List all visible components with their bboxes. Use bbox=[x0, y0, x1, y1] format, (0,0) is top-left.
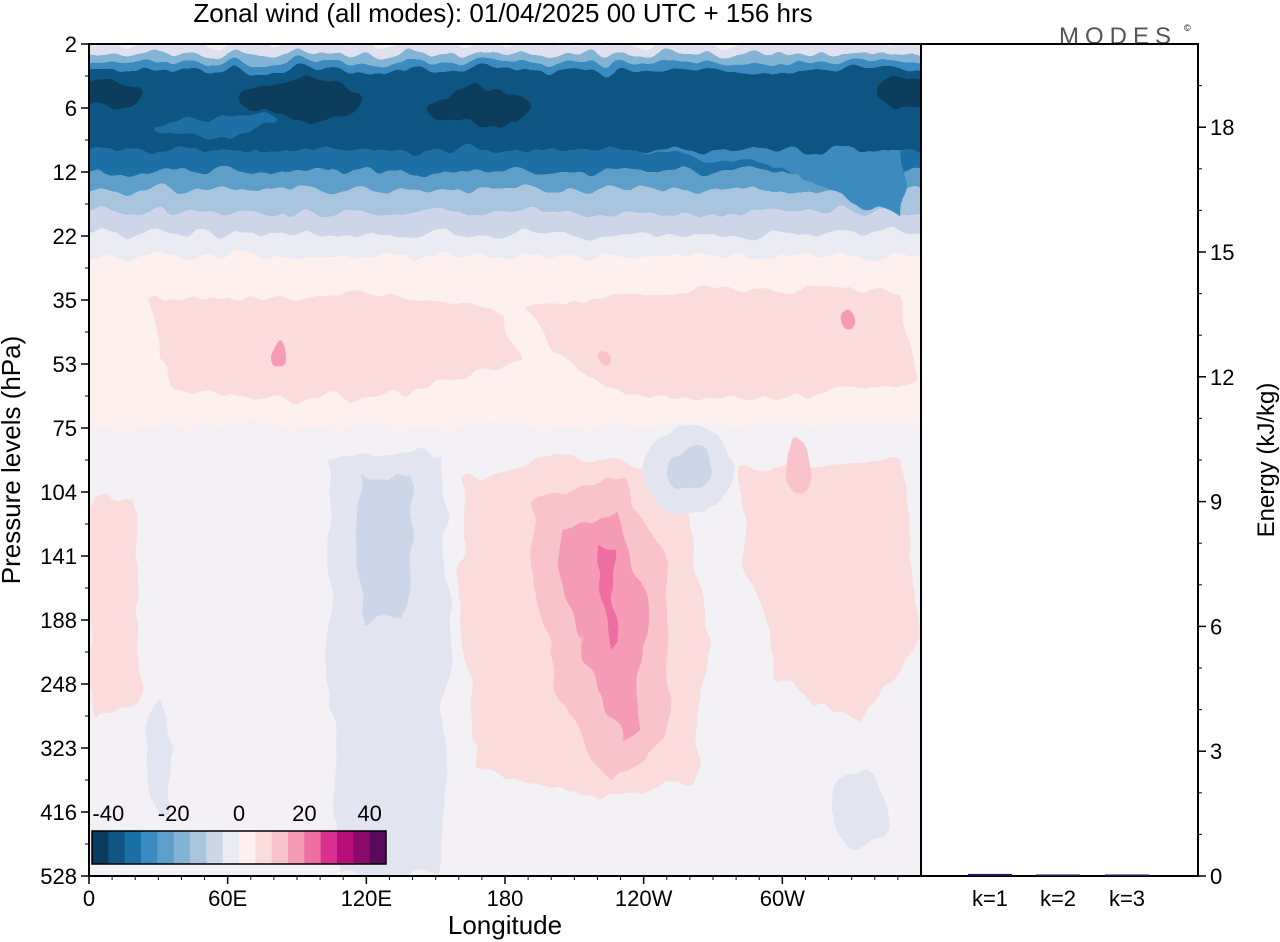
contour-band bbox=[740, 460, 920, 720]
contour-band bbox=[89, 54, 921, 64]
colorbar-swatch bbox=[239, 831, 256, 864]
colorbar-tick-label: 0 bbox=[233, 801, 245, 826]
colorbar: -40 -20 0 20 40 bbox=[91, 801, 387, 865]
contour-core bbox=[240, 80, 360, 120]
colorbar-swatch bbox=[124, 831, 142, 864]
x-tick-label: 120W bbox=[615, 886, 673, 911]
energy-bar bbox=[1105, 874, 1149, 876]
energy-category-label: k=2 bbox=[1040, 886, 1076, 911]
contour-band bbox=[89, 172, 921, 190]
contour-band bbox=[89, 62, 921, 72]
colorbar-frame bbox=[91, 830, 387, 865]
contour-band bbox=[598, 545, 618, 650]
energy-panel-frame bbox=[920, 43, 1199, 877]
colorbar-swatch bbox=[304, 831, 322, 864]
colorbar-swatch bbox=[369, 831, 387, 864]
contour-band bbox=[355, 475, 410, 625]
y-axis: 2 6 12 22 35 53 75 104 141 188 248 323 416 528 bbox=[40, 32, 89, 889]
energy-axis-label: Energy (kJ/kg) bbox=[1253, 383, 1280, 538]
colorbar-swatch bbox=[320, 831, 338, 864]
contour-core bbox=[270, 343, 286, 367]
colorbar-tick-label: -40 bbox=[92, 801, 124, 826]
colorbar-swatch bbox=[190, 831, 207, 864]
contour-core bbox=[839, 310, 851, 326]
energy-bar bbox=[968, 873, 1012, 876]
chart-title: Zonal wind (all modes): 01/04/2025 00 UT… bbox=[193, 0, 812, 28]
energy-bar bbox=[1036, 874, 1080, 876]
energy-tick-label: 6 bbox=[1210, 614, 1222, 639]
x-axis: 0 60E 120E 180 120W 60W bbox=[83, 876, 899, 911]
colorbar-swatch bbox=[206, 831, 224, 864]
y-tick-label: 6 bbox=[65, 96, 77, 121]
energy-tick-label: 18 bbox=[1210, 115, 1234, 140]
contour-core bbox=[430, 90, 530, 126]
energy-bars: k=1 k=2 k=3 bbox=[968, 873, 1149, 911]
colorbar-swatch bbox=[337, 831, 354, 864]
y-tick-label: 2 bbox=[65, 32, 77, 57]
contour-band bbox=[560, 510, 645, 745]
energy-category-label: k=3 bbox=[1109, 886, 1145, 911]
colorbar-swatch bbox=[157, 831, 175, 864]
energy-tick-label: 12 bbox=[1210, 365, 1234, 390]
contour-band bbox=[90, 500, 140, 720]
contour-core bbox=[835, 770, 885, 850]
energy-tick-label: 15 bbox=[1210, 240, 1234, 265]
contour-core bbox=[155, 115, 275, 135]
energy-category-label: k=1 bbox=[972, 886, 1008, 911]
contour-core bbox=[600, 347, 610, 363]
contour-core bbox=[89, 82, 140, 110]
y-tick-label: 323 bbox=[40, 736, 77, 761]
contour-band bbox=[150, 295, 520, 400]
energy-axis: 0 3 6 9 12 15 18 bbox=[1198, 85, 1234, 889]
y-tick-label: 75 bbox=[53, 416, 77, 441]
y-tick-label: 248 bbox=[40, 672, 77, 697]
y-tick-label: 141 bbox=[40, 544, 77, 569]
y-tick-label: 104 bbox=[40, 480, 77, 505]
colorbar-swatch bbox=[92, 831, 109, 864]
contour-core bbox=[148, 700, 172, 820]
y-tick-label: 12 bbox=[53, 160, 77, 185]
colorbar-swatch bbox=[108, 831, 126, 864]
y-tick-label: 528 bbox=[40, 864, 77, 889]
brand-copyright-mark: © bbox=[1184, 23, 1191, 33]
energy-tick-label: 0 bbox=[1210, 864, 1222, 889]
energy-tick-label: 3 bbox=[1210, 739, 1222, 764]
contour-band bbox=[89, 190, 921, 212]
energy-tick-label: 9 bbox=[1210, 490, 1222, 515]
x-axis-label: Longitude bbox=[448, 910, 562, 940]
contour-band bbox=[530, 290, 915, 400]
y-axis-label: Pressure levels (hPa) bbox=[0, 336, 26, 585]
x-tick-label: 180 bbox=[487, 886, 524, 911]
y-tick-label: 53 bbox=[53, 352, 77, 377]
x-tick-label: 60W bbox=[760, 886, 805, 911]
contour-core bbox=[786, 442, 814, 494]
contour-core bbox=[668, 450, 712, 490]
y-tick-label: 416 bbox=[40, 800, 77, 825]
colorbar-swatch bbox=[222, 831, 240, 864]
colorbar-swatch bbox=[288, 831, 305, 864]
contour-band bbox=[89, 212, 921, 234]
x-tick-label: 120E bbox=[341, 886, 392, 911]
contour-band bbox=[640, 150, 905, 215]
x-tick-label: 60E bbox=[208, 886, 247, 911]
colorbar-swatch bbox=[141, 831, 158, 864]
contour-core bbox=[875, 78, 921, 106]
colorbar-swatch bbox=[173, 831, 191, 864]
y-tick-label: 22 bbox=[53, 224, 77, 249]
y-tick-label: 35 bbox=[53, 288, 77, 313]
colorbar-tick-label: 20 bbox=[292, 801, 316, 826]
colorbar-swatch bbox=[255, 831, 273, 864]
y-tick-label: 188 bbox=[40, 608, 77, 633]
x-tick-label: 0 bbox=[83, 886, 95, 911]
colorbar-swatch bbox=[353, 831, 371, 864]
colorbar-swatch bbox=[271, 831, 289, 864]
colorbar-tick-label: 40 bbox=[357, 801, 381, 826]
contour-band bbox=[89, 234, 921, 256]
colorbar-tick-label: -20 bbox=[158, 801, 190, 826]
energy-panel: k=1 k=2 k=3 0 3 6 9 12 15 18 Energy (kJ/kg) bbox=[920, 43, 1280, 911]
heatmap-plot bbox=[88, 43, 922, 877]
